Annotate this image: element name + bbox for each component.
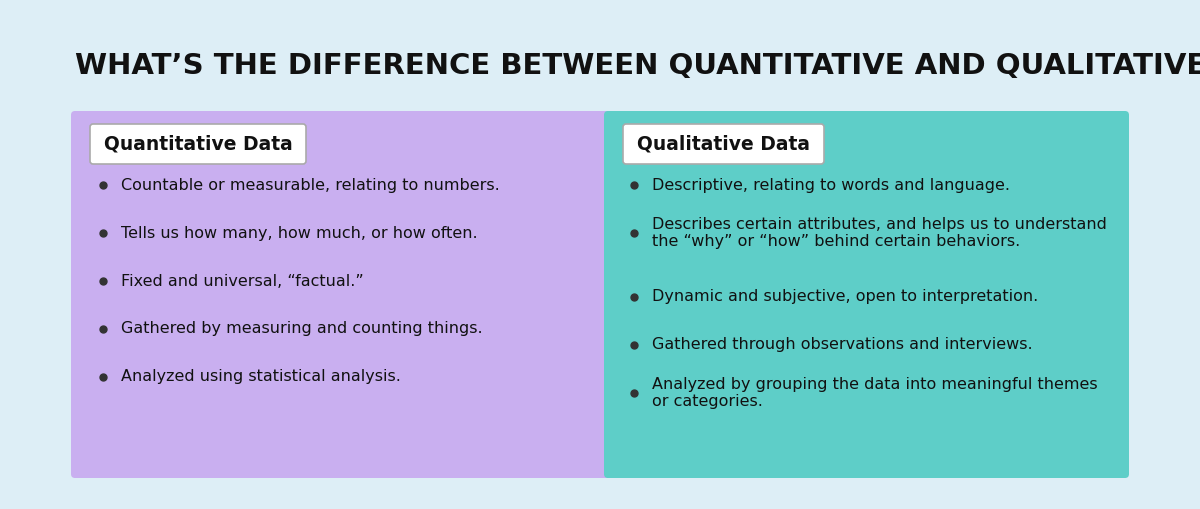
FancyBboxPatch shape [623, 124, 824, 164]
Text: Descriptive, relating to words and language.: Descriptive, relating to words and langu… [652, 178, 1010, 192]
Text: WHAT’S THE DIFFERENCE BETWEEN QUANTITATIVE AND QUALITATIVE DATA?: WHAT’S THE DIFFERENCE BETWEEN QUANTITATI… [74, 52, 1200, 80]
Text: Qualitative Data: Qualitative Data [637, 134, 810, 154]
Text: Analyzed by grouping the data into meaningful themes
or categories.: Analyzed by grouping the data into meani… [652, 377, 1098, 409]
Text: Analyzed using statistical analysis.: Analyzed using statistical analysis. [121, 370, 401, 384]
Text: Countable or measurable, relating to numbers.: Countable or measurable, relating to num… [121, 178, 499, 192]
Text: Tells us how many, how much, or how often.: Tells us how many, how much, or how ofte… [121, 225, 478, 240]
FancyBboxPatch shape [604, 111, 1129, 478]
Text: Dynamic and subjective, open to interpretation.: Dynamic and subjective, open to interpre… [652, 290, 1038, 304]
FancyBboxPatch shape [90, 124, 306, 164]
Text: Quantitative Data: Quantitative Data [103, 134, 293, 154]
Text: Gathered through observations and interviews.: Gathered through observations and interv… [652, 337, 1033, 353]
Text: Describes certain attributes, and helps us to understand
the “why” or “how” behi: Describes certain attributes, and helps … [652, 217, 1106, 249]
FancyBboxPatch shape [71, 111, 612, 478]
Text: Gathered by measuring and counting things.: Gathered by measuring and counting thing… [121, 322, 482, 336]
Text: Fixed and universal, “factual.”: Fixed and universal, “factual.” [121, 273, 364, 289]
